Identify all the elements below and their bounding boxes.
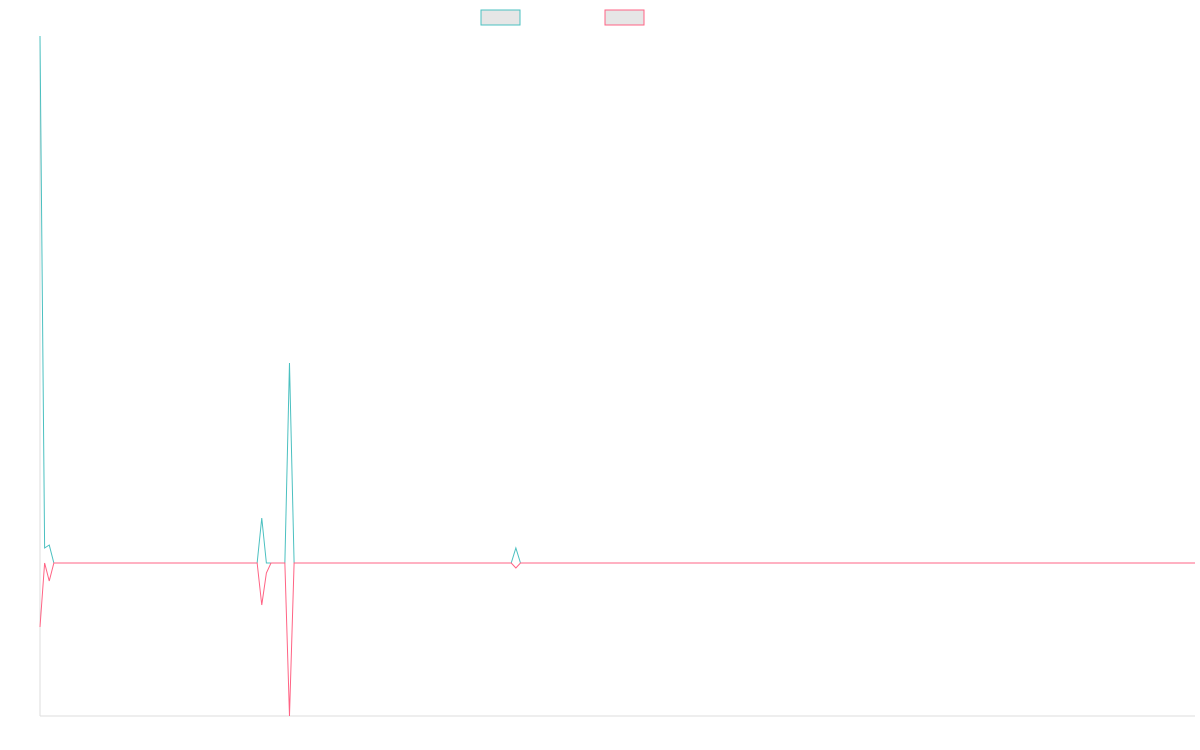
legend-swatch [604, 9, 645, 26]
series-line [39, 562, 1195, 717]
legend-swatch [480, 9, 521, 26]
series-line [39, 35, 1195, 564]
